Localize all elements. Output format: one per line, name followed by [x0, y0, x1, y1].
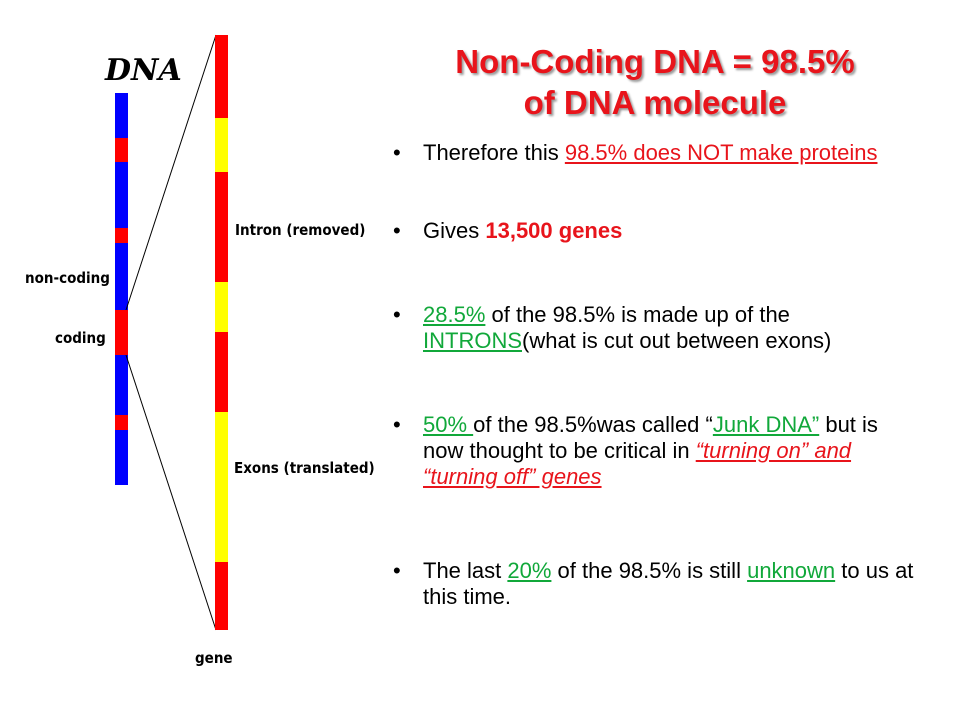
intron-label: Intron (removed): [235, 221, 365, 239]
non-coding-label: non-coding: [25, 269, 110, 287]
text: 50%: [423, 412, 474, 437]
coding-segment: [115, 415, 128, 430]
text: “turning on” and “turning off” genes: [423, 438, 852, 489]
text: 28.5%: [423, 302, 486, 327]
text: of the 98.5% is still: [551, 558, 748, 583]
exons-label: Exons (translated): [234, 459, 375, 477]
text: 13,500 genes: [485, 218, 623, 243]
coding-segment: [115, 228, 128, 243]
text: Gives: [423, 218, 486, 243]
intron: [215, 282, 228, 332]
bullet: The last 20% of the 98.5% is still unkno…: [393, 558, 923, 610]
text: Junk DNA”: [712, 412, 820, 437]
exon: [215, 332, 228, 412]
exon: [215, 35, 228, 118]
intron: [215, 412, 228, 562]
coding-label: coding: [55, 329, 106, 347]
text: of the 98.5%was called “: [473, 412, 713, 437]
bullet: Therefore this 98.5% does NOT make prote…: [393, 140, 923, 166]
bullet: 28.5% of the 98.5% is made up of the INT…: [393, 302, 923, 354]
text: 20%: [507, 558, 552, 583]
dna-label: DNA: [104, 53, 182, 88]
gene-label: gene: [195, 649, 233, 667]
text: to us at this time.: [423, 558, 914, 609]
text: The last: [423, 558, 508, 583]
text: of the 98.5% is made up of the: [485, 302, 790, 327]
exon: [215, 562, 228, 630]
dna-diagram: DNA non-coding coding Intron (removed) E…: [25, 34, 375, 667]
coding-segment: [115, 310, 128, 355]
text: but is now thought to be critical in: [423, 412, 878, 463]
exon: [215, 172, 228, 282]
intron: [215, 118, 228, 172]
zoom-line: [125, 34, 217, 311]
text: 98.5% does NOT make proteins: [564, 140, 878, 165]
text: INTRONS: [423, 328, 522, 353]
text: Therefore this: [423, 140, 565, 165]
bullet: 50% of the 98.5%was called “Junk DNA” bu…: [393, 412, 923, 490]
slide-title: of DNA molecule: [523, 84, 787, 121]
dna-strand: [115, 93, 128, 485]
coding-segment: [115, 138, 128, 162]
text: unknown: [747, 558, 836, 583]
bullet: Gives 13,500 genes: [393, 218, 923, 244]
slide-title: Non-Coding DNA = 98.5%: [455, 43, 855, 80]
zoom-line: [125, 354, 217, 631]
text: (what is cut out between exons): [522, 328, 832, 353]
